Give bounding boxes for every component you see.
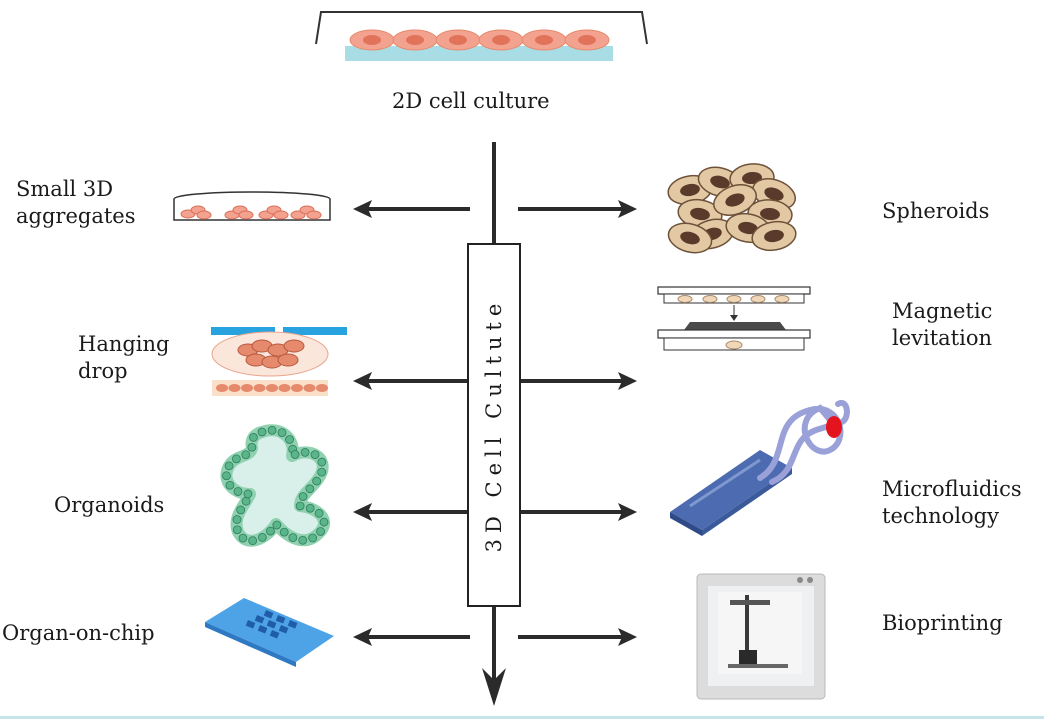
organoid-cell [272,520,282,530]
organoid-cell [305,503,315,513]
organoid-cell [224,461,234,471]
cell [253,384,266,392]
cell-nucleus [363,35,381,45]
bottom-divider [0,716,1044,719]
chip-chamber [278,625,289,634]
organoid-cell [285,435,294,444]
organoid-cell [225,480,235,490]
organoid-cell [249,432,258,442]
organoid-illustration [220,424,330,547]
bioprinting-illustration [696,573,826,700]
organoid-cell [317,467,327,477]
organoid-cell [257,533,267,542]
cell-nucleus [535,35,553,45]
cell [228,384,241,392]
cell [241,384,253,392]
arrowheads [353,200,637,646]
cell-nucleus [406,35,424,45]
cell [303,384,316,392]
chip-chamber [269,629,280,639]
label-line: Small 3D [16,177,114,201]
label-bioprinting: Bioprinting [882,611,1003,635]
chip-chamber [245,620,256,629]
label-organ-on-chip: Organ-on-chip [2,621,155,645]
organoid-cell [241,450,251,460]
spheroid-cell [667,222,713,254]
label-hanging-drop: Hanging drop [78,331,170,385]
organoid-cell [247,442,257,452]
organoid-cell [231,454,241,464]
organoid-cell [295,501,305,511]
branch-arrows [366,207,624,639]
organoid-cell [279,527,289,537]
organoid-cell [241,496,251,506]
label-line: drop [78,359,128,383]
organoid-cell [232,515,242,524]
2d-culture-illustration [315,11,648,61]
label-line: levitation [892,326,993,350]
cell-nucleus [492,35,510,45]
organoid-cell [317,457,327,467]
chip-chamber [275,615,286,624]
chip-chamber [287,620,298,629]
top-label-2d-culture: 2D cell culture [392,89,550,113]
cell [291,384,303,392]
organoid-cell [277,428,287,438]
organoid-cell [310,450,320,460]
center-box-3d-cell-culture: 3D Cell Cultute [467,243,521,607]
organoid-cell [305,484,315,494]
organoid-cell [238,533,248,543]
organoid-cell [248,536,258,546]
organoid-cell [316,527,325,536]
chip-chamber [263,610,274,619]
organoid-cell [232,525,242,535]
cell [316,384,328,392]
organoid-cell [312,476,322,486]
organoid-cell [298,535,308,545]
label-line: Magnetic [892,299,993,323]
label-magnetic-levitation: Magnetic levitation [892,298,992,352]
chip-chamber [254,615,265,624]
organoid-cell [300,447,310,457]
organoid-cell [319,517,329,527]
spheroid-cell [751,220,797,252]
organoid-cell [243,489,253,499]
spheroids-illustration [667,163,797,254]
organoid-cell [308,533,318,543]
organoid-cell [314,508,324,518]
organ-on-chip-illustration [205,598,334,667]
label-line: Microfluidics [882,477,1022,501]
cell [278,384,291,392]
organoid-cell [222,471,231,481]
center-label-text: 3D Cell Cultute [482,297,506,553]
organoid-cell [288,533,298,543]
label-small-3d-aggregates: Small 3D aggregates [16,176,144,230]
label-line: technology [882,504,999,528]
microfluidics-illustration [670,400,850,536]
cell-nucleus [449,35,467,45]
label-spheroids: Spheroids [882,199,990,223]
small-3d-aggregates-illustration [173,191,331,221]
label-line: aggregates [16,204,136,228]
label-microfluidics-technology: Microfluidics technology [882,476,1022,530]
magnetic-levitation-illustration [657,286,811,351]
label-organoids: Organoids [54,493,165,517]
organoid-cell [236,505,246,515]
organoid-cell [267,425,277,435]
spheroid-cell [713,184,757,216]
axis-arrowhead [482,668,506,706]
organoid-cell [266,526,275,536]
chip-chamber [257,625,268,634]
organoid-cell [298,492,308,501]
label-line: Hanging [78,332,170,356]
cell [216,384,228,392]
organoid-cell [290,450,300,459]
cell [266,384,278,392]
organoid-cell [257,427,267,437]
cell-nucleus [578,35,596,45]
organoid-cell [233,487,243,496]
chip-chamber [266,620,277,629]
hanging-drop-illustration [211,327,347,396]
